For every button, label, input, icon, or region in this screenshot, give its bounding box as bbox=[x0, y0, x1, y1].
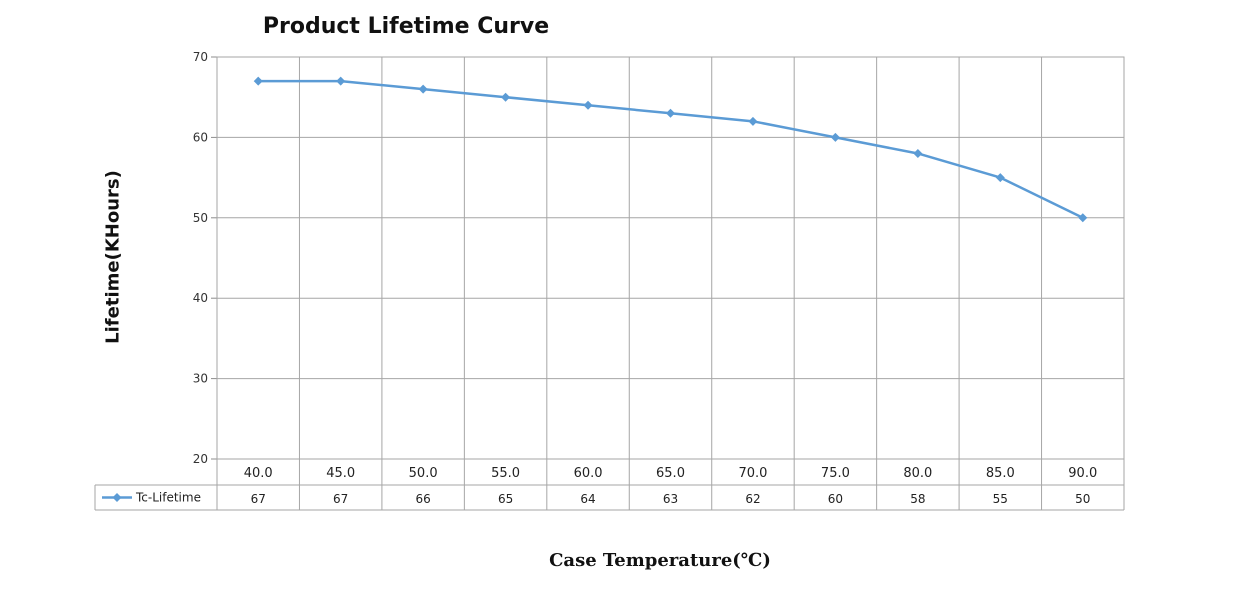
data-point bbox=[830, 132, 840, 142]
y-tick-label: 30 bbox=[193, 372, 208, 386]
x-tick-label: 90.0 bbox=[1068, 466, 1097, 481]
data-table-value: 50 bbox=[1075, 492, 1090, 506]
data-point bbox=[336, 76, 346, 86]
legend-marker bbox=[112, 493, 122, 502]
data-table-value: 67 bbox=[251, 492, 266, 506]
legend-label: Tc-Lifetime bbox=[135, 491, 201, 505]
data-table-value: 65 bbox=[498, 492, 513, 506]
data-point bbox=[583, 100, 593, 110]
x-tick-label: 70.0 bbox=[738, 466, 767, 481]
x-tick-label: 45.0 bbox=[326, 466, 355, 481]
data-point bbox=[501, 92, 511, 102]
x-tick-label: 80.0 bbox=[903, 466, 932, 481]
x-tick-label: 50.0 bbox=[409, 466, 438, 481]
x-tick-label: 40.0 bbox=[244, 466, 273, 481]
x-tick-label: 75.0 bbox=[821, 466, 850, 481]
x-tick-label: 60.0 bbox=[574, 466, 603, 481]
data-point bbox=[1078, 213, 1088, 223]
data-table-value: 63 bbox=[663, 492, 678, 506]
data-point bbox=[913, 148, 923, 158]
x-tick-label: 85.0 bbox=[986, 466, 1015, 481]
data-point bbox=[995, 173, 1005, 183]
data-table-value: 67 bbox=[333, 492, 348, 506]
y-tick-label: 50 bbox=[193, 211, 208, 225]
data-point bbox=[253, 76, 263, 86]
y-tick-label: 60 bbox=[193, 130, 208, 144]
y-tick-label: 70 bbox=[193, 50, 208, 64]
x-tick-label: 55.0 bbox=[491, 466, 520, 481]
data-table-value: 64 bbox=[580, 492, 595, 506]
data-point bbox=[418, 84, 428, 94]
y-tick-label: 40 bbox=[193, 291, 208, 305]
x-axis-label: Case Temperature(℃) bbox=[549, 550, 771, 571]
data-table-value: 66 bbox=[415, 492, 430, 506]
x-tick-label: 65.0 bbox=[656, 466, 685, 481]
data-table-value: 55 bbox=[993, 492, 1008, 506]
plot-border bbox=[216, 56, 1125, 460]
data-point bbox=[748, 116, 758, 126]
data-point bbox=[666, 108, 675, 118]
y-tick-label: 20 bbox=[193, 452, 208, 466]
chart-title: Product Lifetime Curve bbox=[262, 14, 550, 39]
data-table-value: 58 bbox=[910, 492, 925, 506]
data-table-value: 62 bbox=[745, 492, 760, 506]
data-table-value: 60 bbox=[828, 492, 843, 506]
